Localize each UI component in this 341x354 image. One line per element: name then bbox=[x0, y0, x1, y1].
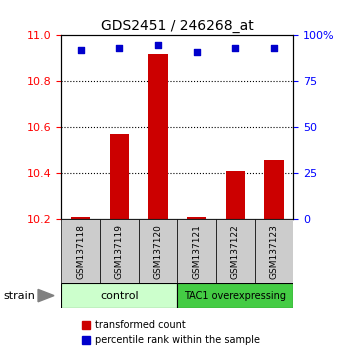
Bar bbox=[100, 219, 139, 283]
Point bbox=[155, 42, 161, 47]
Bar bbox=[71, 217, 90, 219]
Text: GSM137120: GSM137120 bbox=[153, 224, 163, 279]
Text: control: control bbox=[100, 291, 139, 301]
Text: TAC1 overexpressing: TAC1 overexpressing bbox=[184, 291, 286, 301]
Bar bbox=[226, 171, 245, 219]
Bar bbox=[61, 283, 177, 308]
Point bbox=[271, 45, 277, 51]
Point bbox=[78, 47, 84, 53]
Bar bbox=[110, 134, 129, 219]
Point bbox=[233, 45, 238, 51]
Text: GSM137119: GSM137119 bbox=[115, 224, 124, 279]
Text: GSM137122: GSM137122 bbox=[231, 224, 240, 279]
Bar bbox=[139, 219, 177, 283]
Text: GSM137121: GSM137121 bbox=[192, 224, 201, 279]
Bar bbox=[148, 54, 168, 219]
Text: GSM137123: GSM137123 bbox=[269, 224, 279, 279]
Bar bbox=[61, 219, 100, 283]
Bar bbox=[177, 283, 293, 308]
Polygon shape bbox=[38, 290, 54, 302]
Text: GSM137118: GSM137118 bbox=[76, 224, 85, 279]
Title: GDS2451 / 246268_at: GDS2451 / 246268_at bbox=[101, 19, 254, 33]
Legend: transformed count, percentile rank within the sample: transformed count, percentile rank withi… bbox=[81, 320, 260, 345]
Bar bbox=[187, 217, 206, 219]
Point bbox=[117, 45, 122, 51]
Point bbox=[194, 49, 199, 55]
Bar bbox=[177, 219, 216, 283]
Bar bbox=[255, 219, 293, 283]
Bar bbox=[216, 219, 255, 283]
Text: strain: strain bbox=[3, 291, 35, 301]
Bar bbox=[264, 160, 284, 219]
